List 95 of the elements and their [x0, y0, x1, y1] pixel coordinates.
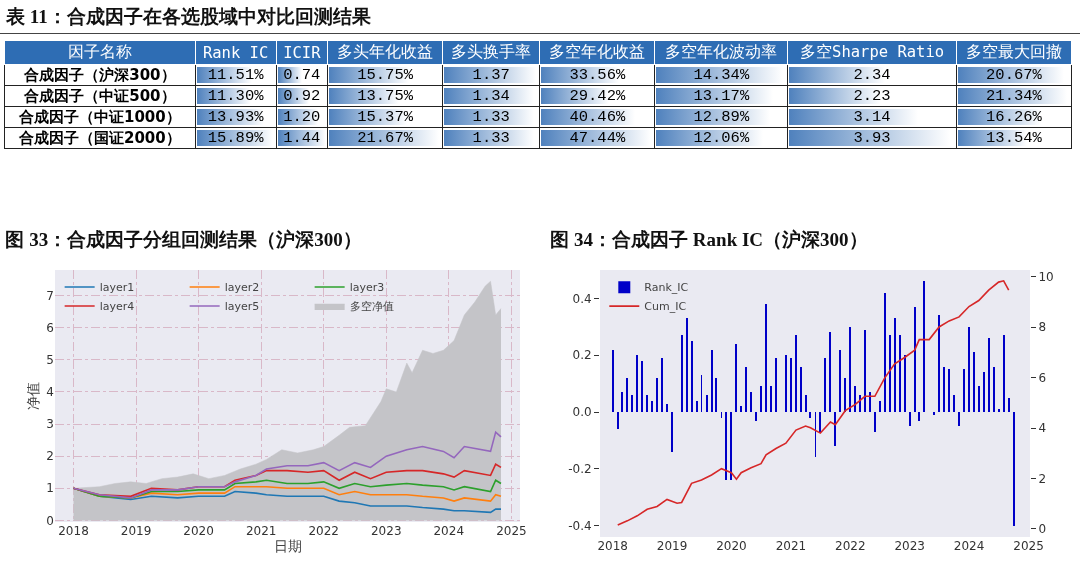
data-label: 1.33 [472, 129, 510, 147]
y-tick-label: 合成因子（中证500） [4, 85, 196, 107]
data-label: 13.93% [207, 108, 264, 126]
data-label: 12.89% [693, 108, 750, 126]
y-tick-label: 0 [46, 513, 54, 528]
data-label: 29.42% [569, 87, 626, 105]
y-axis-title: 因子名称 [4, 40, 196, 65]
data-label: 1.34 [472, 87, 510, 105]
legend-label: layer4 [99, 300, 135, 314]
data-label: 3.93 [853, 129, 891, 147]
x-tick-label: 2022 [835, 539, 866, 553]
x-tick-label: 2018 [58, 524, 89, 538]
x-tick-label: 2020 [183, 524, 214, 538]
y-tick-label: -0.2 [568, 462, 592, 477]
y-tick-label: 合成因子（国证2000） [4, 127, 196, 149]
chart-title: 图 33：合成因子分组回测结果（沪深300） [5, 228, 362, 250]
x-tick-label: 多头年化收益 [327, 40, 443, 65]
data-label: 1.44 [283, 129, 321, 147]
legend-label: layer2 [224, 281, 260, 295]
x-tick-label: 2022 [308, 524, 339, 538]
x-tick-label: 2021 [775, 539, 807, 553]
y2-tick-label: 10 [1038, 270, 1054, 285]
data-label: 40.46% [569, 108, 626, 126]
chart-title: 图 34：合成因子 Rank IC（沪深300） [550, 228, 868, 250]
y-axis-title: 净值 [24, 382, 41, 410]
y-tick-label: 合成因子（沪深300） [4, 64, 196, 86]
y-tick-label: 0.4 [572, 291, 592, 306]
data-label: 13.75% [357, 87, 414, 105]
y-tick-label: 合成因子（中证1000） [4, 106, 196, 128]
legend-label: Rank_IC [644, 281, 689, 295]
data-label: 3.14 [853, 108, 891, 126]
data-label: 11.51% [207, 66, 264, 84]
y-tick-label: 1 [46, 481, 54, 496]
data-label: 13.54% [986, 129, 1042, 147]
y-tick-label: 7 [46, 288, 54, 303]
y2-tick-label: 2 [1038, 471, 1047, 486]
legend-label: layer3 [349, 281, 385, 295]
data-label: 1.37 [472, 66, 510, 84]
legend-label: 多空净值 [349, 300, 394, 314]
x-tick-label: 2023 [894, 539, 925, 553]
y-tick-label: 6 [46, 320, 54, 335]
y-tick-label: 0.0 [572, 405, 592, 420]
legend-label: layer5 [224, 300, 260, 314]
data-label: 14.34% [693, 66, 750, 84]
x-tick-label: 多空年化收益 [539, 40, 655, 65]
x-axis-title: 日期 [273, 538, 302, 555]
y-tick-label: 3 [46, 417, 54, 432]
x-tick-label: 2019 [120, 524, 152, 538]
y-tick-label: 4 [46, 385, 54, 400]
y2-tick-label: 8 [1038, 320, 1047, 335]
data-label: 2.34 [853, 66, 891, 84]
x-tick-label: 多空最大回撤 [956, 40, 1072, 65]
data-label: 13.17% [693, 87, 750, 105]
x-tick-label: 2023 [370, 524, 402, 538]
x-tick-label: 2025 [496, 524, 527, 538]
y-tick-label: 0.2 [572, 348, 592, 363]
y-tick-label: -0.4 [568, 518, 592, 533]
x-tick-label: 多空Sharpe Ratio [787, 40, 957, 65]
x-tick-label: Rank IC [195, 40, 276, 65]
data-label: 12.06% [693, 129, 750, 147]
data-label: 33.56% [569, 66, 626, 84]
data-label: 11.30% [207, 87, 264, 105]
line-series [72, 431, 502, 499]
x-tick-label: 2024 [953, 539, 985, 553]
data-label: 21.67% [357, 129, 414, 147]
y-tick-label: 2 [46, 449, 54, 464]
x-tick-label: 2019 [656, 539, 688, 553]
x-tick-label: 多空年化波动率 [654, 40, 788, 65]
y2-tick-label: 4 [1038, 421, 1047, 436]
chart-title: 表 11：合成因子在各选股域中对比回测结果 [0, 0, 1080, 34]
data-label: 0.74 [283, 66, 321, 84]
line-series [616, 280, 1010, 526]
data-label: 21.34% [986, 87, 1042, 105]
data-label: 2.23 [853, 87, 891, 105]
data-label: 15.89% [207, 129, 264, 147]
legend-label: layer1 [99, 281, 135, 295]
y-tick-label: 5 [46, 353, 54, 368]
data-label: 1.20 [283, 108, 321, 126]
x-tick-label: 2018 [597, 539, 628, 553]
data-label: 47.44% [569, 129, 626, 147]
legend-label: Cum_IC [644, 300, 687, 314]
data-label: 20.67% [986, 66, 1042, 84]
y2-tick-label: 6 [1038, 370, 1047, 385]
data-label: 15.75% [357, 66, 414, 84]
x-tick-label: 2025 [1013, 539, 1044, 553]
y2-tick-label: 0 [1038, 522, 1047, 537]
x-tick-label: 多头换手率 [442, 40, 540, 65]
data-label: 16.26% [986, 108, 1042, 126]
data-label: 0.92 [283, 87, 321, 105]
x-tick-label: 2020 [716, 539, 747, 553]
x-tick-label: ICIR [276, 40, 328, 65]
data-label: 1.33 [472, 108, 510, 126]
x-tick-label: 2024 [433, 524, 465, 538]
data-label: 15.37% [357, 108, 414, 126]
x-tick-label: 2021 [245, 524, 277, 538]
